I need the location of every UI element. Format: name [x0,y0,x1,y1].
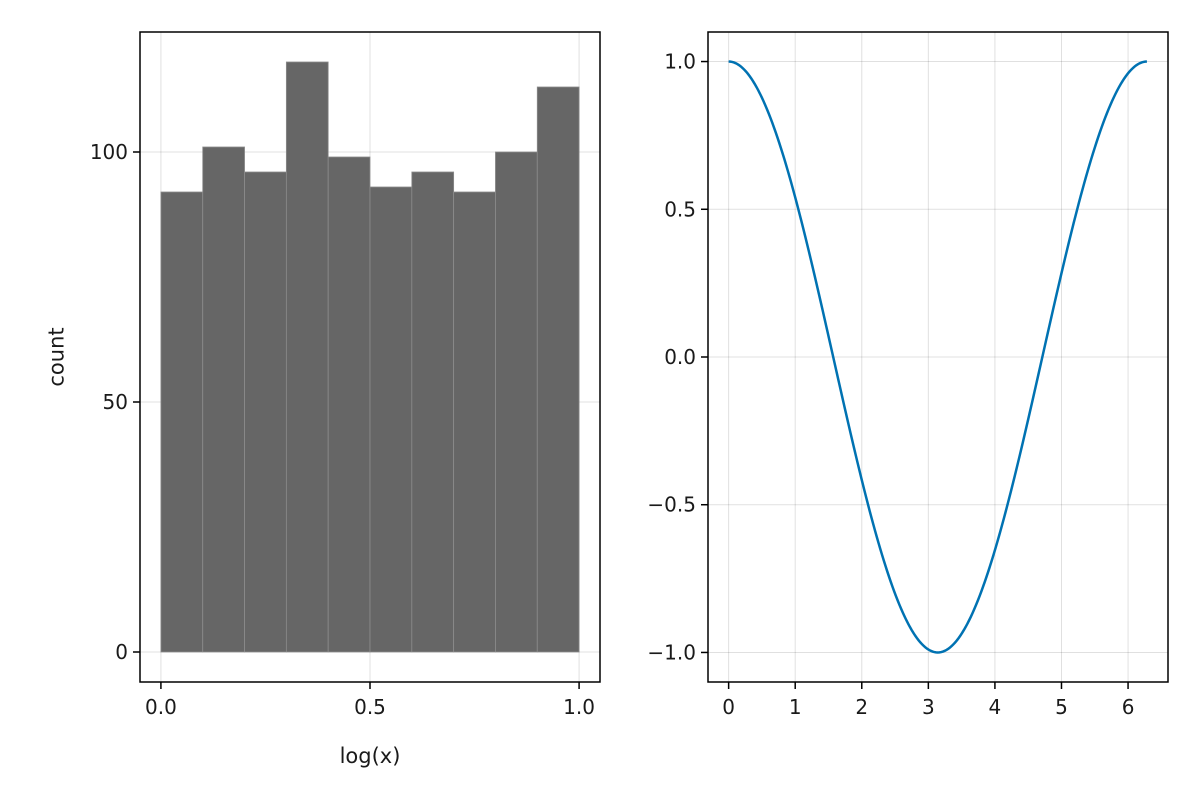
histogram-y-tick-label: 100 [90,140,128,164]
histogram-ticks: 0.0 0.5 1.0 0 50 100 [90,140,595,719]
line-x-tick-label: 5 [1055,695,1068,719]
histogram-y-tick-label: 0 [115,640,128,664]
line-ticks: 0 1 2 3 4 5 6 −1.0 −0.5 0.0 0.5 1.0 [647,50,1134,719]
histogram-bar [495,151,538,653]
histogram-x-axis-label: log(x) [340,744,401,768]
histogram-bar [244,171,287,653]
histogram-bar [202,146,245,653]
line-x-tick-label: 0 [722,695,735,719]
line-y-tick-label: 1.0 [664,50,696,74]
histogram-x-tick-label: 1.0 [563,695,595,719]
line-y-tick-label: 0.5 [664,197,696,221]
histogram-panel: 0.0 0.5 1.0 0 50 100 log(x) count [44,31,601,768]
line-y-tick-label: 0.0 [664,345,696,369]
histogram-bar [536,86,580,653]
histogram-bar [453,191,496,653]
line-x-tick-label: 6 [1122,695,1135,719]
histogram-x-tick-label: 0.5 [354,695,386,719]
line-x-tick-label: 4 [989,695,1002,719]
line-x-tick-label: 3 [922,695,935,719]
histogram-x-tick-label: 0.0 [145,695,177,719]
line-x-tick-label: 1 [789,695,802,719]
histogram-bar [369,186,413,653]
histogram-bar [411,171,455,653]
histogram-bars [160,61,580,653]
line-panel: 0 1 2 3 4 5 6 −1.0 −0.5 0.0 0.5 1.0 [647,31,1169,719]
line-y-tick-label: −0.5 [647,493,696,517]
line-y-tick-label: −1.0 [647,640,696,664]
line-series-cosine [728,60,1147,654]
histogram-y-axis-label: count [44,327,68,386]
line-x-tick-label: 2 [855,695,868,719]
histogram-bar [327,156,371,653]
histogram-y-tick-label: 50 [103,390,128,414]
histogram-bar [160,191,204,653]
line-grid [708,32,1168,682]
histogram-bar [285,61,329,653]
